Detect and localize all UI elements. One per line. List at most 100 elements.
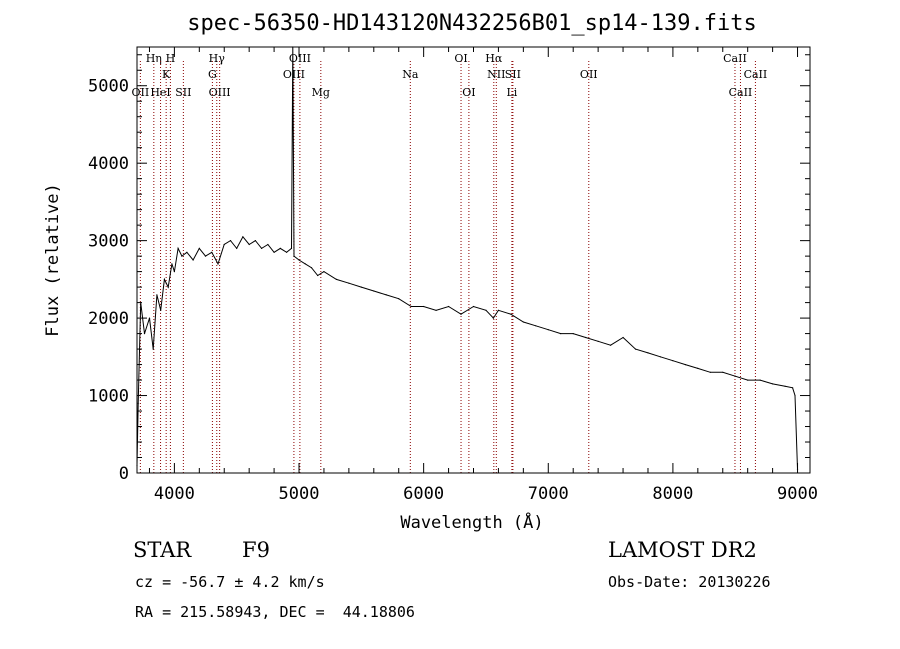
data-point-0-57 xyxy=(547,329,549,331)
marker-label-12: Na xyxy=(402,68,419,81)
data-point-0-38 xyxy=(323,271,325,273)
series-line-0 xyxy=(136,46,798,470)
x-tick-label-5: 9000 xyxy=(777,484,818,504)
y-tick-label-5: 5000 xyxy=(88,77,129,97)
x-tick-label-0: 4000 xyxy=(154,484,195,504)
data-point-0-43 xyxy=(385,294,387,296)
data-point-0-52 xyxy=(492,317,494,319)
x-tick-label-2: 6000 xyxy=(403,484,444,504)
marker-label-14: OI xyxy=(462,86,475,99)
data-point-0-34 xyxy=(298,259,300,261)
data-point-0-31 xyxy=(290,247,293,249)
x-axis-label: Wavelength (Å) xyxy=(400,511,543,533)
data-point-0-17 xyxy=(204,255,207,257)
data-point-0-45 xyxy=(410,305,412,308)
data-point-0-75 xyxy=(772,383,774,385)
data-point-0-61 xyxy=(597,340,599,342)
data-point-0-15 xyxy=(192,259,194,261)
data-point-0-48 xyxy=(448,305,450,308)
marker-label-15: Hα xyxy=(485,52,503,65)
data-point-0-41 xyxy=(360,286,362,288)
data-point-0-14 xyxy=(186,251,188,253)
spectral-subclass: F9 xyxy=(242,538,270,562)
data-point-0-24 xyxy=(248,243,250,246)
redshift-value: cz = -56.7 ± 4.2 km/s xyxy=(135,573,325,591)
data-point-0-13 xyxy=(181,255,183,257)
marker-label-6: Hγ xyxy=(209,52,226,65)
data-point-0-64 xyxy=(634,348,637,350)
data-point-0-37 xyxy=(317,274,319,277)
marker-label-19: OII xyxy=(580,68,598,81)
data-point-0-10 xyxy=(171,263,173,265)
data-point-0-39 xyxy=(335,278,337,280)
marker-label-8: OIII xyxy=(209,86,231,99)
y-tick-label-3: 3000 xyxy=(88,232,129,252)
object-class: STAR xyxy=(133,538,192,562)
data-point-0-55 xyxy=(522,321,525,323)
data-point-0-76 xyxy=(784,385,786,387)
data-point-0-70 xyxy=(709,371,711,373)
y-axis-label: Flux (relative) xyxy=(43,183,63,337)
chart-title: spec-56350-HD143120N432256B01_sp14-139.f… xyxy=(187,11,757,36)
data-point-0-74 xyxy=(759,379,761,381)
data-point-0-7 xyxy=(160,309,162,311)
y-tick-label-2: 2000 xyxy=(88,309,129,329)
data-point-0-62 xyxy=(610,344,612,346)
data-point-0-19 xyxy=(217,263,219,265)
data-point-0-6 xyxy=(156,294,158,296)
data-point-0-35 xyxy=(304,263,306,265)
y-tick-label-4: 4000 xyxy=(88,154,129,174)
marker-label-0: OII xyxy=(132,86,150,99)
marker-label-22: CaII xyxy=(744,68,768,81)
data-point-0-42 xyxy=(373,290,375,292)
data-point-0-44 xyxy=(398,298,400,300)
marker-label-13: OI xyxy=(454,52,467,65)
marker-label-9: OIII xyxy=(283,68,305,81)
data-point-0-49 xyxy=(460,313,462,315)
data-point-0-40 xyxy=(348,282,350,284)
coordinates: RA = 215.58943, DEC = 44.18806 xyxy=(135,603,415,621)
data-point-0-46 xyxy=(423,305,425,308)
data-point-0-8 xyxy=(163,278,165,280)
data-point-0-5 xyxy=(152,348,154,350)
data-point-0-12 xyxy=(177,247,179,249)
marker-label-17: SII xyxy=(505,68,521,81)
plot-frame xyxy=(136,46,811,474)
data-point-0-4 xyxy=(148,317,151,319)
data-point-0-20 xyxy=(223,243,225,246)
marker-label-16: NII xyxy=(487,68,505,81)
data-point-0-33 xyxy=(293,255,295,257)
data-point-0-65 xyxy=(647,352,649,354)
data-point-0-56 xyxy=(535,325,537,327)
x-tick-label-1: 5000 xyxy=(279,484,320,504)
y-tick-label-0: 0 xyxy=(119,464,129,484)
survey-name: LAMOST DR2 xyxy=(608,538,757,562)
x-tick-label-3: 7000 xyxy=(528,484,569,504)
x-axis-ticks: 4000 5000 6000 7000 8000 9000 xyxy=(148,47,818,504)
data-point-0-71 xyxy=(722,371,724,373)
data-point-0-73 xyxy=(747,379,749,381)
data-point-0-59 xyxy=(572,333,574,335)
observation-date: Obs-Date: 20130226 xyxy=(608,573,771,591)
x-tick-label-4: 8000 xyxy=(652,484,693,504)
data-point-0-26 xyxy=(261,247,263,249)
marker-label-3: K xyxy=(162,68,171,81)
data-point-0-67 xyxy=(672,360,674,362)
data-point-0-50 xyxy=(472,305,475,308)
emission-line-markers: OII Hη HeI KH SII Hγ G OIII OIII OIII Mg Na OI OI Hα NI… xyxy=(132,52,768,473)
marker-label-4: H xyxy=(166,52,176,65)
marker-label-5: SII xyxy=(175,86,191,99)
marker-label-7: G xyxy=(208,68,217,81)
data-point-0-77 xyxy=(792,387,794,389)
marker-label-1: Hη xyxy=(146,52,162,65)
data-point-0-27 xyxy=(267,243,269,246)
marker-label-18: Li xyxy=(506,86,517,99)
y-axis-ticks: 0 1000 2000 3000 4000 5000 xyxy=(88,54,810,484)
marker-label-11: Mg xyxy=(312,86,330,99)
data-point-0-78 xyxy=(794,394,796,397)
data-point-0-68 xyxy=(684,364,687,366)
data-point-0-9 xyxy=(167,286,169,288)
marker-label-20: CaII xyxy=(723,52,747,65)
data-point-0-1 xyxy=(137,402,139,404)
